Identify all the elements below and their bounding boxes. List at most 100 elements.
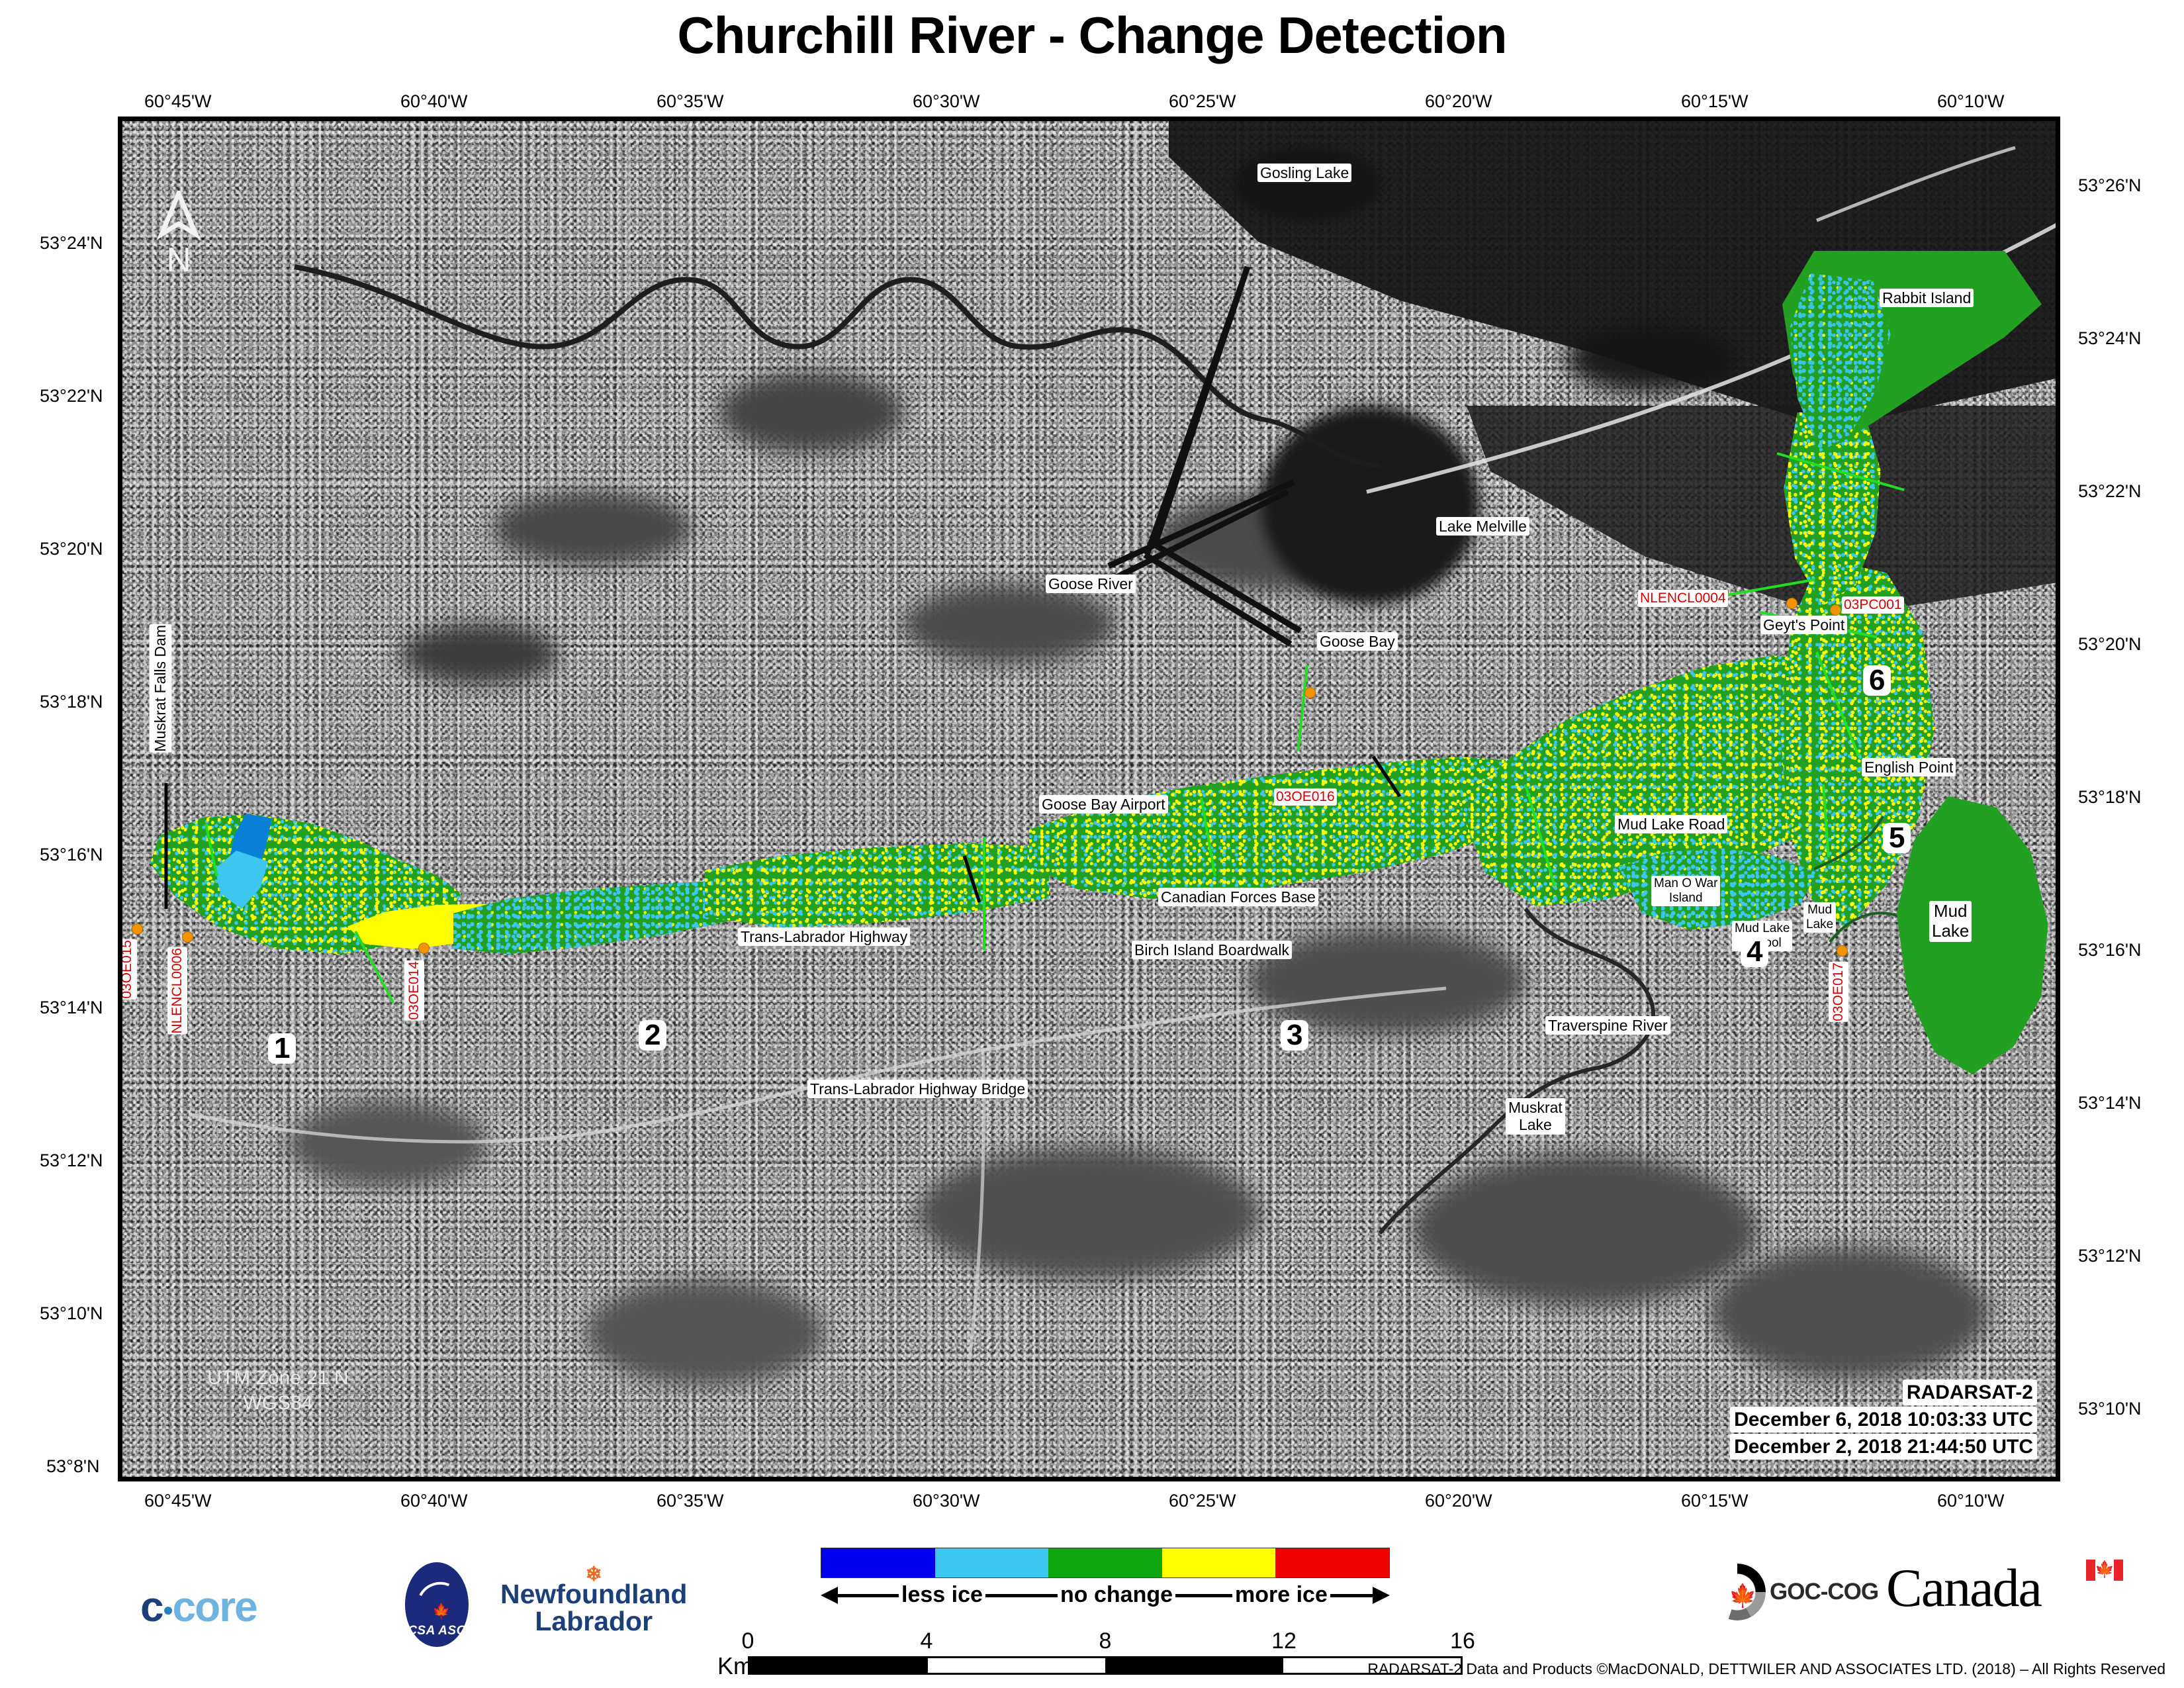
lon-tick-label-top: 60°25'W	[1169, 91, 1236, 111]
lat-tick-label-right: 53°10'N	[2078, 1399, 2142, 1419]
legend-swatch-no-change	[1048, 1548, 1162, 1577]
scale-tick-0: 0	[741, 1628, 754, 1654]
projection-note: UTM Zone 21 N WGS84	[202, 1366, 354, 1415]
acquisition-date-2: December 2, 2018 21:44:50 UTC	[1730, 1434, 2037, 1460]
page-title: Churchill River - Change Detection	[677, 6, 1507, 64]
lat-tick-label-right: 53°18'N	[2078, 787, 2142, 807]
scale-segment	[1283, 1658, 1461, 1673]
lat-tick-label-right: 53°16'N	[2078, 940, 2142, 960]
station-dot[interactable]	[182, 931, 193, 943]
label-leader-lines	[164, 755, 1897, 943]
canada-flag-icon: 🍁	[2086, 1560, 2123, 1581]
terrain-blotch	[493, 492, 692, 565]
lon-tick-label-bottom: 60°15'W	[1681, 1491, 1749, 1511]
terrain-blotch	[917, 1147, 1261, 1280]
lon-tick-label-bottom: 60°20'W	[1425, 1491, 1492, 1511]
legend-swatch-more-ice	[1161, 1548, 1276, 1577]
lat-tick-label-left: 53°18'N	[40, 692, 103, 712]
map-canvas[interactable]: Gosling Lake Goose River Goose Bay Lake …	[118, 117, 2060, 1481]
place-label-muskrat-lake: Muskrat Lake	[1506, 1098, 1565, 1135]
segment-number-3: 3	[1281, 1019, 1309, 1051]
legend-labels: less ice no change more ice	[821, 1579, 1390, 1613]
scale-tick-12: 12	[1271, 1628, 1297, 1654]
station-dot[interactable]	[1786, 598, 1797, 609]
lat-tick-label-left: 53°12'N	[40, 1150, 103, 1170]
sensor-note: RADARSAT-2 December 6, 2018 10:03:33 UTC…	[1730, 1380, 2037, 1461]
goc-cog-logo: GOC-COG	[1709, 1564, 1879, 1620]
station-label-nlencl0006: NLENCL0006	[167, 947, 187, 1035]
station-dot[interactable]	[132, 923, 143, 935]
lat-tick-label-left: 53°20'N	[40, 539, 103, 559]
place-label-geyts-point: Geyt's Point	[1760, 616, 1848, 635]
legend-color-bar	[821, 1548, 1390, 1578]
ccore-logo-c: c	[140, 1583, 164, 1630]
lon-tick-label-top: 60°35'W	[657, 91, 724, 111]
scale-tick-16: 16	[1450, 1628, 1475, 1654]
scale-segment	[750, 1658, 928, 1673]
lat-tick-label-right: 53°22'N	[2078, 481, 2142, 501]
lon-tick-label-top: 60°45'W	[144, 91, 212, 111]
projection-zone: UTM Zone 21 N	[207, 1367, 349, 1389]
acquisition-date-1: December 6, 2018 10:03:33 UTC	[1730, 1407, 2037, 1432]
legend-swatch-more-ice-strong	[1275, 1548, 1389, 1577]
lat-tick-label-right: 53°24'N	[2078, 328, 2142, 348]
goc-logo-text: GOC-COG	[1770, 1579, 1879, 1605]
sensor-name: RADARSAT-2	[1902, 1380, 2037, 1405]
terrain-blotch	[1413, 1154, 1757, 1306]
scale-bar-block: 0 4 8 12 16	[742, 1628, 1475, 1675]
newfoundland-labrador-logo: ❄ Newfoundland Labrador	[500, 1565, 687, 1635]
scale-segment	[927, 1658, 1105, 1673]
station-dot[interactable]	[418, 943, 430, 954]
place-label-mud-lake-road: Mud Lake Road	[1615, 815, 1728, 834]
station-label-03oe014: 03OE014	[404, 961, 424, 1021]
place-label-mud-lake: Mud Lake	[1929, 901, 1972, 942]
station-label-03oe015: 03OE015	[122, 939, 137, 1000]
lon-tick-label-top: 60°20'W	[1425, 91, 1492, 111]
lon-tick-label-bottom: 60°30'W	[913, 1491, 980, 1511]
place-label-rabbit-island: Rabbit Island	[1880, 289, 1974, 308]
station-dot[interactable]	[1837, 945, 1848, 957]
place-label-english-point: English Point	[1862, 758, 1956, 777]
terrain-blotch	[586, 1280, 824, 1385]
station-dot[interactable]	[1830, 604, 1841, 616]
place-label-muskrat-falls-dam: Muskrat Falls Dam	[149, 624, 172, 753]
goc-swirl-icon	[1709, 1564, 1766, 1620]
legend-label-less-ice: less ice	[899, 1582, 985, 1608]
lon-tick-label-bottom: 60°35'W	[657, 1491, 724, 1511]
lat-tick-label-right: 53°14'N	[2078, 1093, 2142, 1113]
place-label-man-o-war-island: Man O War Island	[1651, 876, 1721, 906]
place-label-traverspine-river: Traverspine River	[1545, 1016, 1670, 1035]
legend-swatch-less-ice-strong	[821, 1548, 935, 1577]
terrain-blotch	[718, 373, 903, 452]
legend-swatch-less-ice	[934, 1548, 1049, 1577]
csa-logo-text: CSA ASC	[408, 1624, 466, 1638]
lat-tick-label-left: 53°14'N	[40, 998, 103, 1017]
lon-tick-label-top: 60°30'W	[913, 91, 980, 111]
lat-tick-label-left: 53°16'N	[40, 845, 103, 865]
lon-tick-label-bottom: 60°10'W	[1937, 1491, 2005, 1511]
ice-polygon-segment-3	[1029, 757, 1506, 899]
goose-bay-water-lobe	[1261, 406, 1479, 604]
scale-bar	[748, 1656, 1463, 1675]
attribution-text: RADARSAT-2 Data and Products ©MacDONALD,…	[1367, 1660, 2165, 1677]
place-label-trans-labrador-highway-bridge: Trans-Labrador Highway Bridge	[807, 1080, 1028, 1099]
terrain-blotch	[288, 1101, 486, 1187]
station-label-03pc001: 03PC001	[1842, 596, 1904, 614]
lat-tick-label-left: 53°24'N	[40, 233, 103, 253]
lon-tick-label-top: 60°15'W	[1681, 91, 1749, 111]
terrain-blotch	[400, 624, 559, 684]
canada-wordmark: Canada	[1886, 1558, 2042, 1618]
scale-tick-4: 4	[920, 1628, 933, 1654]
scale-segment	[1105, 1658, 1283, 1673]
north-arrow-icon: N	[156, 191, 201, 277]
lat-tick-label-left: 53°8'N	[46, 1456, 100, 1476]
station-dot[interactable]	[1304, 687, 1316, 698]
ccore-logo: c●core	[140, 1583, 258, 1630]
svg-text:N: N	[166, 241, 191, 277]
pitcher-plant-icon: ❄	[585, 1564, 602, 1585]
lat-tick-label-left: 53°22'N	[40, 386, 103, 406]
lon-tick-label-bottom: 60°40'W	[400, 1491, 468, 1511]
maple-leaf-icon: 🍁	[432, 1603, 451, 1619]
segment-number-2: 2	[639, 1019, 667, 1051]
legend-arrow-right	[1373, 1587, 1390, 1604]
